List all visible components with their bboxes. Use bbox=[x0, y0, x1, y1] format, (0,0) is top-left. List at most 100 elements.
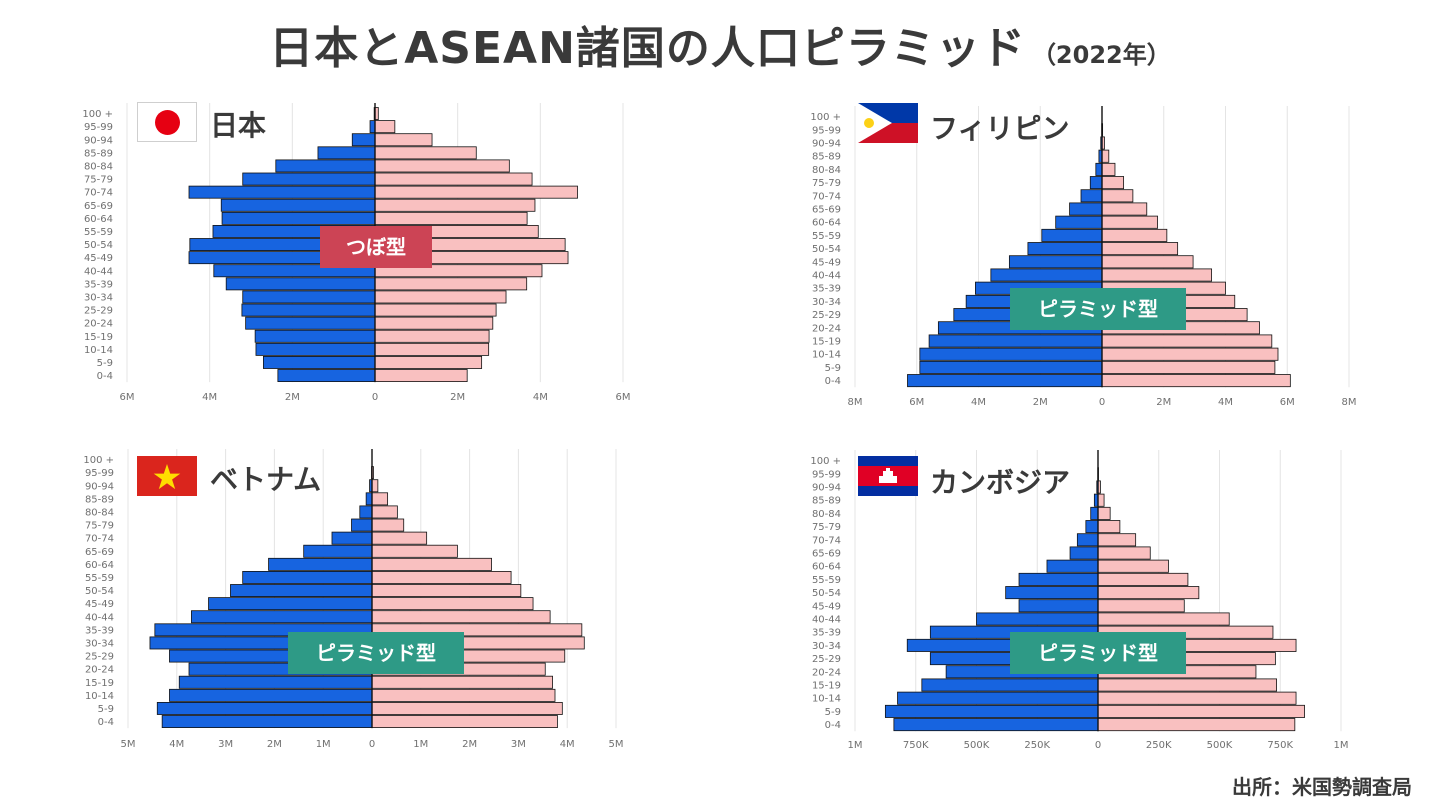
age-label-80-84: 80-84 bbox=[812, 165, 841, 176]
x-tick-label: 750K bbox=[903, 740, 929, 751]
age-label-40-44: 40-44 bbox=[812, 271, 841, 282]
age-label-70-74: 70-74 bbox=[85, 534, 114, 545]
age-label-20-24: 20-24 bbox=[812, 667, 841, 678]
age-label-25-29: 25-29 bbox=[84, 306, 113, 317]
bar-male-80-84 bbox=[1090, 506, 1099, 520]
shape-badge-cambodia: ピラミッド型 bbox=[1010, 632, 1186, 674]
bar-male-50-54 bbox=[1005, 586, 1099, 600]
age-label-30-34: 30-34 bbox=[84, 292, 113, 303]
x-tick-label: 1M bbox=[1334, 740, 1349, 751]
age-label-75-79: 75-79 bbox=[812, 178, 841, 189]
title-year: （2022年） bbox=[1031, 41, 1171, 69]
age-label-60-64: 60-64 bbox=[84, 214, 113, 225]
x-tick-label: 5M bbox=[121, 739, 136, 750]
age-label-0-4: 0-4 bbox=[97, 371, 113, 382]
country-name-cambodia: カンボジア bbox=[930, 466, 1071, 499]
age-label-35-39: 35-39 bbox=[812, 284, 841, 295]
age-label-75-79: 75-79 bbox=[812, 522, 841, 533]
age-label-30-34: 30-34 bbox=[812, 641, 841, 652]
bar-female-10-14 bbox=[1097, 691, 1297, 705]
x-tick-label: 1M bbox=[848, 740, 863, 751]
bar-female-50-54 bbox=[1097, 586, 1200, 600]
bar-female-5-9 bbox=[1097, 704, 1305, 718]
age-label-5-9: 5-9 bbox=[825, 707, 841, 718]
philippines-flag-icon bbox=[858, 103, 918, 143]
age-label-100: 100 + bbox=[83, 455, 114, 466]
bar-male-5-9 bbox=[884, 704, 1099, 718]
age-label-65-69: 65-69 bbox=[85, 547, 114, 558]
age-label-25-29: 25-29 bbox=[812, 310, 841, 321]
bar-female-40-44 bbox=[1097, 612, 1230, 626]
cambodia-flag-icon bbox=[858, 456, 918, 496]
age-label-55-59: 55-59 bbox=[84, 227, 113, 238]
x-tick-label: 2M bbox=[1033, 397, 1048, 408]
x-tick-label: 0 bbox=[372, 392, 378, 403]
age-label-50-54: 50-54 bbox=[812, 588, 841, 599]
x-tick-label: 3M bbox=[511, 739, 526, 750]
age-label-60-64: 60-64 bbox=[812, 562, 841, 573]
x-tick-label: 3M bbox=[218, 739, 233, 750]
source-credit: 出所：米国勢調査局 bbox=[1232, 775, 1412, 799]
age-label-70-74: 70-74 bbox=[84, 188, 113, 199]
age-label-10-14: 10-14 bbox=[812, 350, 841, 361]
age-label-55-59: 55-59 bbox=[85, 573, 114, 584]
bar-male-0-4 bbox=[893, 718, 1099, 732]
age-label-100: 100 + bbox=[810, 456, 841, 467]
age-label-95-99: 95-99 bbox=[85, 468, 114, 479]
x-tick-label: 6M bbox=[120, 392, 135, 403]
age-label-40-44: 40-44 bbox=[84, 266, 113, 277]
x-tick-label: 5M bbox=[609, 739, 624, 750]
age-label-60-64: 60-64 bbox=[85, 560, 114, 571]
age-label-35-39: 35-39 bbox=[85, 625, 114, 636]
bar-male-55-59 bbox=[1018, 572, 1099, 586]
age-label-5-9: 5-9 bbox=[98, 704, 114, 715]
bar-male-10-14 bbox=[897, 691, 1099, 705]
bar-male-75-79 bbox=[1085, 520, 1099, 534]
main-title: 日本とASEAN諸国の人口ピラミッド （2022年） bbox=[0, 12, 1440, 76]
title-text: 日本とASEAN諸国の人口ピラミッド bbox=[269, 23, 1026, 74]
bar-female-55-59 bbox=[1097, 572, 1189, 586]
x-tick-label: 6M bbox=[616, 392, 631, 403]
age-label-65-69: 65-69 bbox=[84, 201, 113, 212]
age-label-35-39: 35-39 bbox=[812, 628, 841, 639]
x-tick-label: 4M bbox=[169, 739, 184, 750]
age-label-75-79: 75-79 bbox=[84, 175, 113, 186]
age-label-85-89: 85-89 bbox=[84, 148, 113, 159]
age-label-95-99: 95-99 bbox=[84, 122, 113, 133]
age-label-0-4: 0-4 bbox=[825, 376, 841, 387]
age-label-85-89: 85-89 bbox=[812, 496, 841, 507]
age-label-10-14: 10-14 bbox=[812, 694, 841, 705]
bar-male-40-44 bbox=[976, 612, 1099, 626]
japan-flag-icon bbox=[137, 102, 197, 142]
bar-female-0-4 bbox=[1097, 718, 1296, 732]
bar-female-75-79 bbox=[1097, 520, 1121, 534]
x-tick-label: 750K bbox=[1267, 740, 1293, 751]
bar-female-15-19 bbox=[1097, 678, 1278, 692]
age-label-5-9: 5-9 bbox=[825, 363, 841, 374]
age-label-40-44: 40-44 bbox=[85, 612, 114, 623]
bar-female-85-89 bbox=[1097, 493, 1105, 507]
age-label-30-34: 30-34 bbox=[85, 638, 114, 649]
x-tick-label: 6M bbox=[909, 397, 924, 408]
country-name-philippines: フィリピン bbox=[930, 112, 1070, 145]
x-tick-label: 250K bbox=[1146, 740, 1172, 751]
age-label-90-94: 90-94 bbox=[812, 483, 841, 494]
age-label-40-44: 40-44 bbox=[812, 615, 841, 626]
age-label-90-94: 90-94 bbox=[812, 139, 841, 150]
age-label-95-99: 95-99 bbox=[812, 125, 841, 136]
age-label-95-99: 95-99 bbox=[812, 469, 841, 480]
bar-female-60-64 bbox=[1097, 559, 1169, 573]
x-tick-label: 4M bbox=[1218, 397, 1233, 408]
age-label-80-84: 80-84 bbox=[812, 509, 841, 520]
x-tick-label: 4M bbox=[533, 392, 548, 403]
age-label-100: 100 + bbox=[810, 112, 841, 123]
x-tick-label: 2M bbox=[267, 739, 282, 750]
age-label-20-24: 20-24 bbox=[85, 665, 114, 676]
x-tick-label: 4M bbox=[971, 397, 986, 408]
age-label-45-49: 45-49 bbox=[812, 601, 841, 612]
age-label-55-59: 55-59 bbox=[812, 231, 841, 242]
age-label-25-29: 25-29 bbox=[812, 654, 841, 665]
